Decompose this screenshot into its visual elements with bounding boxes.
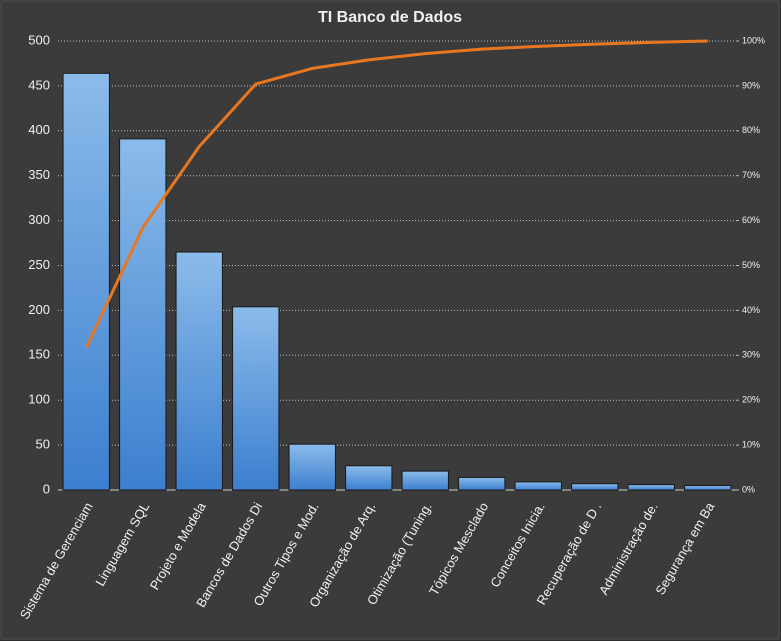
chart-title: TI Banco de Dados [318,9,462,26]
bar [684,485,732,491]
y2-tick-label: 70% [742,170,760,180]
y-tick-label: 0 [43,481,50,496]
bar [232,306,280,491]
y-tick-label: 400 [28,122,50,137]
cumulative-line [84,39,708,349]
bar [345,465,393,491]
y2-tick-label: 100% [742,35,765,45]
y2-tick-label: 90% [742,80,760,90]
bar [288,443,336,491]
y-tick-label: 250 [28,257,50,272]
y-tick-label: 100 [28,392,50,407]
y2-tick-label: 60% [742,215,760,225]
bar [458,476,506,491]
y-tick-label: 350 [28,167,50,182]
y2-tick-label: 10% [742,439,760,449]
bar [175,251,223,491]
y-tick-label: 450 [28,77,50,92]
y-tick-label: 200 [28,302,50,317]
y2-tick-label: 0% [742,484,755,494]
bar [62,72,110,491]
y-tick-label: 500 [28,32,50,47]
y2-tick-label: 50% [742,260,760,270]
bar [627,484,675,491]
y-tick-label: 50 [36,437,50,452]
bar [401,470,449,491]
y2-tick-label: 20% [742,395,760,405]
y2-tick-label: 80% [742,125,760,135]
bar [514,481,562,491]
y2-tick-label: 40% [742,305,760,315]
y-tick-label: 300 [28,212,50,227]
y-tick-label: 150 [28,347,50,362]
bar [119,138,167,491]
bar [571,483,619,491]
y2-tick-label: 30% [742,350,760,360]
